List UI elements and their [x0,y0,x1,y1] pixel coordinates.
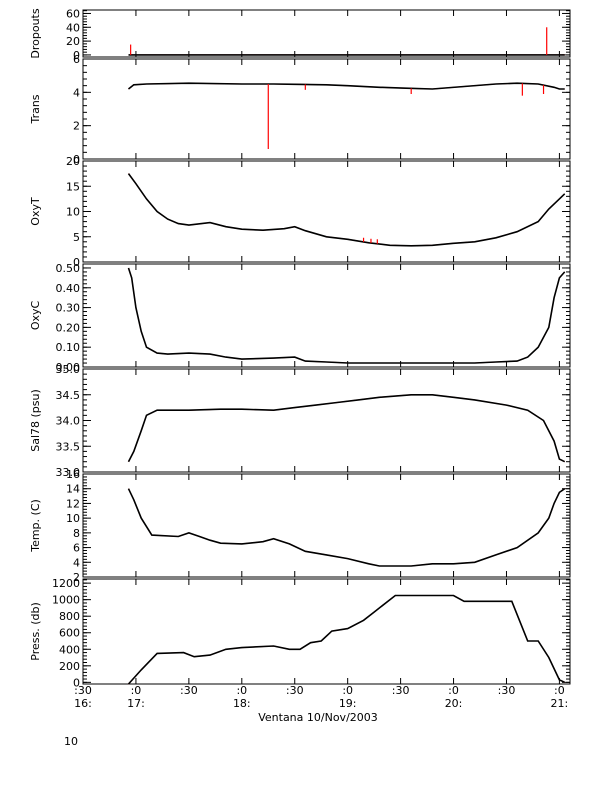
smoothed-trace [127,488,566,567]
y-tick-label: 0 [73,153,80,166]
y-tick-label: 14 [66,483,80,496]
y-tick-label: 34.5 [56,389,81,402]
panel-frame [82,9,571,58]
x-tick-label: :30 [180,684,198,697]
y-tick-label: 0.20 [56,321,81,334]
y-tick-label: 12 [66,497,80,510]
y-axis-label: Temp. (C) [29,499,42,553]
x-day-label: 10 [64,735,78,748]
y-tick-label: 400 [59,643,80,656]
panel-frame [82,473,571,578]
smoothed-trace [127,594,566,685]
x-tick-label: :30 [392,684,410,697]
y-tick-label: 4 [73,86,80,99]
panel-4: 0.00 0.10 0.20 0.30 0.40 0.50 OxyC [29,262,571,374]
y-tick-label: 10 [66,512,80,525]
x-hour-label: 18: [233,697,251,710]
y-tick-label: 0 [73,49,80,62]
y-tick-label: 20 [66,155,80,168]
raw-trace [128,173,566,247]
y-tick-label: 35.0 [56,363,81,376]
y-tick-label: 800 [59,610,80,623]
panel-3: 0 5 10 15 20 OxyT [29,155,571,269]
panel-5: 33.0 33.5 34.0 34.5 35.0 Sal78 (psu) [29,363,571,479]
x-axis-title: Ventana 10/Nov/2003 [258,711,378,724]
y-tick-label: 1200 [52,577,80,590]
y-tick-label: 34.0 [56,415,81,428]
y-tick-label: 0.40 [56,282,81,295]
y-axis-label: Trans [29,94,42,124]
y-tick-label: 0 [73,676,80,689]
x-hour-label: 20: [445,697,463,710]
y-tick-label: 60 [66,7,80,20]
y-tick-label: 0.00 [56,361,81,374]
x-tick-label: :0 [554,684,565,697]
y-tick-label: 2 [73,120,80,133]
y-axis-label: Dropouts [29,8,42,58]
smoothed-trace [128,82,565,90]
panel-7: 0 200 400 600 800 1000 1200 Press. (db) [29,577,571,689]
y-tick-label: 0.50 [56,262,81,275]
y-axis-label: Press. (db) [29,602,42,661]
panel-frame [82,368,571,473]
y-tick-label: 600 [59,627,80,640]
y-tick-label: 6 [73,542,80,555]
raw-trace [128,595,565,685]
y-tick-label: 6 [73,53,80,66]
smoothed-trace [127,393,566,463]
x-tick-label: :30 [498,684,516,697]
y-axis-label: OxyC [29,301,42,331]
y-tick-label: 20 [66,35,80,48]
raw-trace [128,394,565,463]
x-tick-label: :0 [342,684,353,697]
y-axis-label: Sal78 (psu) [29,389,42,452]
x-tick-labels: :30 :0 :30 :0 :30 :0 :30 :0 :30 :0 [74,684,565,697]
panel-frame [82,160,571,263]
panel-frame [82,578,571,685]
y-tick-label: 15 [66,180,80,193]
y-tick-label: 0.30 [56,302,81,315]
y-tick-label: 0 [73,256,80,269]
x-tick-label: :30 [286,684,304,697]
x-axis: :30 :0 :30 :0 :30 :0 :30 :0 :30 :0 16: 17: 18: 19: 20… [64,684,568,748]
y-tick-label: 8 [73,527,80,540]
y-tick-label: 10 [66,206,80,219]
x-hour-label: 16: [74,697,92,710]
smoothed-trace [127,173,566,247]
x-tick-label: :0 [236,684,247,697]
y-tick-label: 2 [73,571,80,584]
x-hour-label: 21: [551,697,569,710]
raw-trace [128,267,566,364]
y-tick-label: 5 [73,231,80,244]
panel-frame [82,263,571,368]
y-tick-label: 200 [59,660,80,673]
y-tick-label: 0.10 [56,341,81,354]
y-tick-label: 40 [66,21,80,34]
smoothed-trace [127,267,566,364]
y-tick-label: 4 [73,556,80,569]
y-tick-label: 33.5 [56,440,81,453]
y-tick-label: 1000 [52,594,80,607]
panel-frame [82,58,571,160]
y-tick-label: 16 [66,468,80,481]
y-tick-label: 33.0 [56,466,81,479]
chart-panels: 0204060Dropouts0246Trans05101520OxyT0.00… [29,7,571,689]
x-tick-label: :0 [448,684,459,697]
x-hour-label: 19: [339,697,357,710]
x-tick-label: :30 [74,684,92,697]
x-hour-labels: 16: 17: 18: 19: 20: 21: [74,697,568,710]
y-axis-label: OxyT [29,197,42,226]
x-tick-label: :0 [131,684,142,697]
panel-2: 0 2 4 6 Trans [29,53,571,166]
x-hour-label: 17: [127,697,145,710]
